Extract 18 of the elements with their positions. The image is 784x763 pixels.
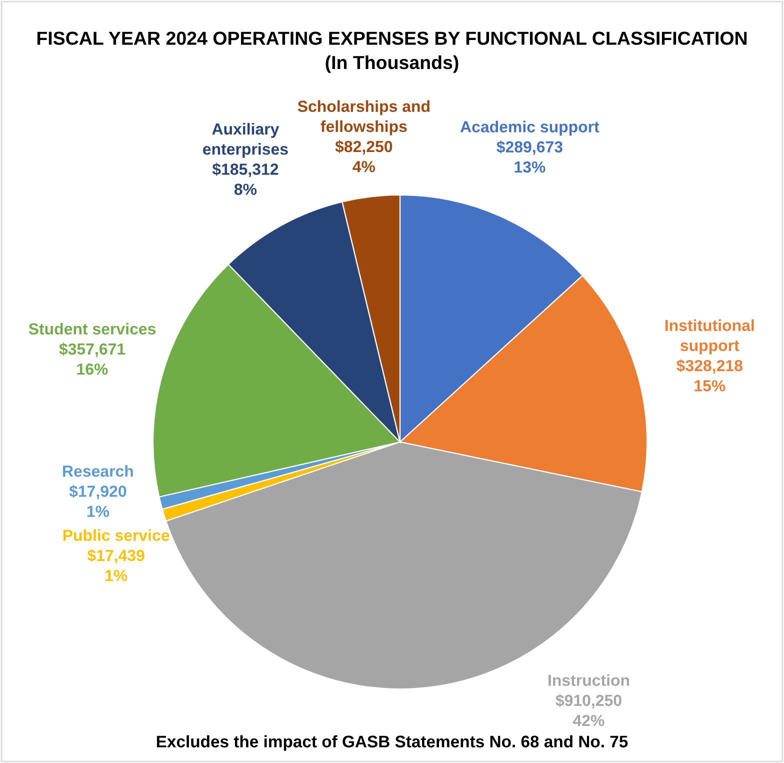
slice-label: Research: [63, 465, 133, 477]
data-label: $289,673 13%: [496, 140, 562, 173]
data-label: $17,439 1%: [87, 549, 144, 582]
slice-label: Institutional support: [665, 319, 754, 354]
slice-label: Academic support: [460, 120, 600, 136]
data-label: $82,250 4%: [335, 140, 392, 172]
data-label: $357,671 16%: [59, 342, 126, 375]
slice-label: Auxiliary enterprises: [203, 122, 288, 158]
data-label: $328,218 15%: [676, 359, 742, 392]
data-label: $910,250 42%: [556, 694, 622, 726]
slice-label: Student services: [28, 322, 156, 335]
slice-label: Scholarships and fellowships: [298, 100, 430, 136]
data-label: $185,312 8%: [212, 162, 278, 195]
text: Excludes the impact of GASB Statements No. 68 and No. 75: [156, 735, 628, 751]
chart-title: FISCAL YEAR 2024 OPERATING EXPENSES BY FUNCTIONAL CLASSIFICATION (In Thousands): [37, 32, 747, 73]
slice-label: Public service: [63, 529, 170, 541]
slice-label: Instruction: [548, 674, 630, 686]
data-label: $17,920 1%: [69, 484, 126, 517]
